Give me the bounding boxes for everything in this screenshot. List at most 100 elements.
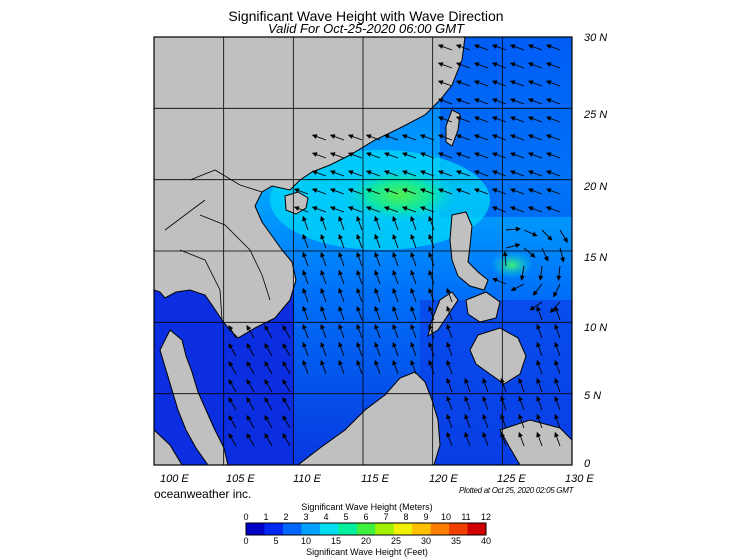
- colorbar-meter-tick: 7: [383, 512, 389, 522]
- wave-direction-arrow: [338, 215, 345, 231]
- wave-direction-arrow: [302, 323, 309, 339]
- wave-direction-arrow: [338, 287, 345, 303]
- wave-direction-arrow: [246, 414, 255, 429]
- wave-direction-arrow: [545, 206, 561, 213]
- wave-direction-arrow: [311, 152, 327, 159]
- wave-direction-arrow: [527, 80, 543, 87]
- wave-direction-arrow: [329, 134, 345, 141]
- wave-direction-arrow: [491, 62, 507, 69]
- wave-direction-arrow: [437, 116, 453, 123]
- wave-direction-arrow: [320, 305, 327, 321]
- wave-direction-arrow: [356, 359, 363, 375]
- colorbar-segment: [412, 523, 432, 535]
- colorbar-segment: [246, 523, 265, 535]
- lon-label-100: 100 E: [160, 473, 189, 485]
- wave-direction-arrow: [264, 342, 273, 357]
- wave-direction-arrow: [401, 206, 417, 213]
- colorbar-feet-tick: 10: [300, 536, 312, 546]
- lat-label-30: 30 N: [584, 32, 608, 44]
- wave-direction-arrow: [302, 233, 309, 249]
- colorbar-meter-tick: 3: [303, 512, 309, 522]
- wave-direction-arrow: [401, 134, 417, 141]
- wave-direction-arrow: [559, 229, 568, 243]
- colorbar-segment: [282, 523, 302, 535]
- wave-direction-arrow: [437, 170, 453, 177]
- wave-direction-arrow: [437, 134, 453, 141]
- wave-direction-arrow: [410, 323, 417, 339]
- wave-direction-arrow: [446, 377, 453, 393]
- wave-direction-arrow: [264, 396, 273, 411]
- wave-direction-arrow: [264, 432, 273, 447]
- wave-direction-arrow: [228, 342, 237, 357]
- wave-direction-arrow: [428, 359, 435, 375]
- wave-direction-arrow: [554, 341, 561, 357]
- wave-direction-arrow: [282, 378, 291, 393]
- wave-direction-arrow: [374, 251, 381, 267]
- wave-direction-arrow: [320, 359, 327, 375]
- wave-direction-arrow: [401, 170, 417, 177]
- colorbar-meter-tick: 1: [263, 512, 269, 522]
- wave-direction-arrow: [338, 341, 345, 357]
- wave-direction-arrow: [320, 215, 327, 231]
- wave-direction-arrow: [509, 98, 525, 105]
- lat-label-25: 25 N: [584, 109, 608, 121]
- wave-direction-arrow: [410, 359, 417, 375]
- wave-direction-arrow: [541, 247, 549, 262]
- colorbar-frame: [245, 522, 487, 536]
- wave-direction-arrow: [527, 134, 543, 141]
- wave-direction-arrow: [473, 62, 489, 69]
- wave-direction-arrow: [365, 206, 381, 213]
- wave-direction-arrow: [536, 323, 543, 339]
- colorbar-segment: [449, 523, 469, 535]
- wave-direction-arrow: [347, 206, 363, 213]
- colorbar-meter-tick: 11: [461, 512, 471, 522]
- colorbar-meter-tick: 12: [480, 512, 492, 522]
- wave-direction-arrow: [228, 432, 237, 447]
- land-mainland: [154, 37, 466, 339]
- chart-title: Significant Wave Height with Wave Direct…: [228, 8, 504, 24]
- colorbar-meter-tick: 4: [323, 512, 329, 522]
- colorbar-feet-tick: 30: [420, 536, 432, 546]
- wave-direction-arrow: [302, 269, 309, 285]
- wave-direction-arrow: [302, 215, 309, 231]
- wave-direction-arrow: [523, 247, 536, 258]
- lon-label-110: 110 E: [293, 473, 321, 485]
- wave-direction-arrow: [455, 116, 471, 123]
- wave-direction-arrow: [545, 62, 561, 69]
- wave-direction-arrow: [554, 413, 561, 429]
- wave-direction-arrow: [356, 341, 363, 357]
- wave-direction-arrow: [509, 188, 525, 195]
- wave-direction-arrow: [246, 432, 255, 447]
- colorbar-feet-title: Significant Wave Height (Feet): [306, 547, 428, 557]
- wave-direction-arrow: [282, 342, 291, 357]
- wave-direction-arrow: [455, 62, 471, 69]
- wave-direction-arrow: [264, 414, 273, 429]
- lon-label-125: 125 E: [497, 473, 526, 485]
- wave-direction-arrow: [532, 283, 543, 296]
- wave-direction-arrow: [510, 283, 525, 291]
- wave-direction-arrow: [464, 395, 471, 411]
- wave-direction-arrow: [374, 269, 381, 285]
- wave-direction-arrow: [410, 287, 417, 303]
- wave-direction-arrow: [246, 360, 255, 375]
- wave-direction-arrow: [437, 80, 453, 87]
- wave-direction-arrow: [410, 233, 417, 249]
- wave-direction-arrow: [320, 233, 327, 249]
- lat-label-15: 15 N: [584, 252, 608, 264]
- wave-direction-arrow: [282, 360, 291, 375]
- wave-direction-arrow: [527, 62, 543, 69]
- wave-direction-arrow: [554, 305, 561, 321]
- colorbar-feet-tick: 20: [360, 536, 372, 546]
- wave-direction-arrow: [538, 265, 544, 281]
- wave-direction-arrow: [519, 265, 525, 281]
- colorbar-segment: [467, 523, 487, 535]
- wave-direction-arrow: [455, 98, 471, 105]
- lat-label-0: 0: [584, 458, 591, 470]
- wave-direction-arrow: [464, 413, 471, 429]
- wave-direction-arrow: [383, 152, 399, 159]
- wave-direction-arrow: [505, 243, 521, 249]
- wave-direction-arrow: [536, 431, 543, 447]
- wave-direction-arrow: [365, 188, 381, 195]
- wave-direction-arrow: [554, 395, 561, 411]
